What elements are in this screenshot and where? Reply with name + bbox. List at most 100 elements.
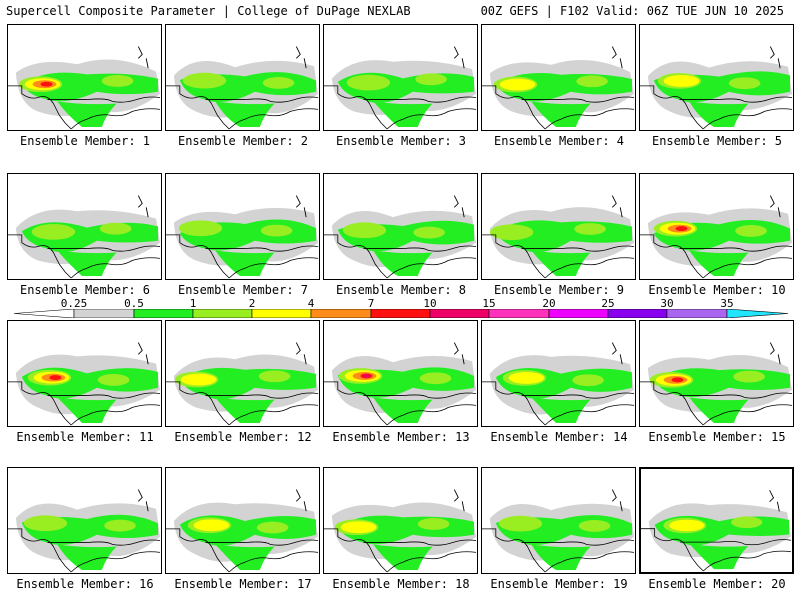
us-mexico-border (166, 234, 230, 279)
us-mexico-border (166, 528, 230, 573)
colorbar-tick-label: 30 (660, 297, 674, 310)
lime-field-east (578, 520, 611, 532)
ensemble-member-label: Ensemble Member: 8 (335, 283, 467, 297)
us-mexico-border (166, 85, 230, 130)
map-canvas (166, 195, 319, 279)
lime-field-east (415, 73, 447, 86)
map-canvas (8, 46, 161, 130)
ensemble-member-map[interactable] (7, 320, 162, 427)
map-canvas (640, 342, 793, 426)
green-field-south (57, 544, 117, 571)
us-mexico-border (641, 528, 704, 572)
lime-field (342, 222, 387, 239)
lake-michigan (295, 195, 301, 208)
ensemble-member-map[interactable] (323, 24, 478, 131)
gulf-coastline (228, 108, 319, 130)
ensemble-member-map[interactable] (7, 173, 162, 280)
lime-field-east (260, 224, 293, 237)
colorbar-tick-label: 4 (307, 297, 315, 310)
ensemble-member-map[interactable] (165, 24, 320, 131)
lake-michigan-south (777, 354, 781, 365)
ensemble-member-map[interactable] (481, 467, 636, 574)
colorbar-bin (429, 309, 490, 318)
ensemble-member-label: Ensemble Member: 12 (174, 430, 312, 444)
ensemble-member-map[interactable] (481, 320, 636, 427)
ensemble-member-label: Ensemble Member: 17 (174, 577, 312, 591)
lime-field (498, 515, 543, 532)
ensemble-member-map[interactable] (323, 467, 478, 574)
lime-field-east (574, 223, 606, 235)
ensemble-member-label: Ensemble Member: 18 (332, 577, 470, 591)
map-canvas (640, 195, 793, 279)
ensemble-member-map[interactable] (165, 320, 320, 427)
colorbar-bin (548, 309, 609, 318)
state-border (679, 539, 792, 546)
us-mexico-border (640, 234, 704, 279)
lake-michigan (295, 342, 301, 355)
red-field (675, 226, 688, 232)
colorbar-tick-label: 35 (720, 297, 734, 310)
map-canvas (166, 489, 319, 573)
ensemble-member-label: Ensemble Member: 19 (490, 577, 628, 591)
ensemble-member-label: Ensemble Member: 13 (332, 430, 470, 444)
lime-field-east (733, 370, 765, 383)
lake-michigan-south (303, 501, 307, 512)
lake-michigan-south (461, 501, 465, 512)
green-field-south (373, 544, 433, 571)
ensemble-member-map[interactable] (7, 24, 162, 131)
colorbar-tick-label: 0.5 (124, 297, 144, 310)
colorbar-bin (488, 309, 550, 318)
lime-field-east (735, 225, 767, 237)
us-mexico-border (324, 234, 388, 279)
lime-field (23, 515, 68, 532)
ensemble-member-map[interactable] (323, 173, 478, 280)
lime-field-east (258, 370, 291, 383)
gulf-coastline (544, 404, 635, 426)
ensemble-member-label: Ensemble Member: 16 (16, 577, 154, 591)
lime-field-east (97, 373, 130, 386)
lake-michigan-south (461, 354, 465, 365)
green-field-south (57, 250, 117, 277)
yellow-field (669, 519, 705, 532)
ensemble-member-map[interactable] (165, 467, 320, 574)
colorbar-tick-label: 7 (367, 297, 375, 310)
ensemble-member-map[interactable] (481, 173, 636, 280)
us-mexico-border (324, 381, 388, 426)
colorbar-bin (73, 309, 135, 318)
green-field-south (373, 101, 433, 128)
yellow-field (499, 78, 536, 91)
map-canvas (640, 46, 793, 130)
gulf-coastline (386, 404, 477, 426)
gulf-coastline (228, 404, 319, 426)
colorbar-tick-label: 1 (189, 297, 197, 310)
gulf-coastline (702, 108, 793, 130)
state-border (205, 96, 319, 103)
ensemble-member-map[interactable] (323, 320, 478, 427)
state-border (363, 96, 477, 103)
lake-michigan-south (303, 58, 307, 69)
ensemble-member-map[interactable] (639, 24, 794, 131)
lake-michigan-south (461, 207, 465, 218)
green-field-south (373, 250, 433, 277)
ensemble-member-map[interactable] (481, 24, 636, 131)
lake-michigan (295, 489, 301, 502)
colorbar-tick-label: 20 (542, 297, 556, 310)
ensemble-member-map[interactable] (165, 173, 320, 280)
gulf-coastline (386, 257, 477, 279)
ensemble-member-label: Ensemble Member: 9 (493, 283, 625, 297)
ensemble-member-map[interactable] (639, 173, 794, 280)
lake-michigan-south (145, 207, 149, 218)
ensemble-member-map[interactable] (7, 467, 162, 574)
gulf-coastline (70, 108, 161, 130)
ensemble-member-map[interactable] (639, 320, 794, 427)
map-canvas (8, 489, 161, 573)
colorbar-bin (192, 309, 253, 318)
red-field (40, 81, 53, 87)
gulf-coastline (703, 550, 792, 572)
yellow-field (193, 519, 230, 532)
ensemble-member-map[interactable] (639, 467, 794, 574)
us-mexico-border (166, 381, 230, 426)
lime-field-east (104, 519, 136, 532)
gulf-coastline (544, 108, 635, 130)
ensemble-member-label: Ensemble Member: 5 (651, 134, 783, 148)
